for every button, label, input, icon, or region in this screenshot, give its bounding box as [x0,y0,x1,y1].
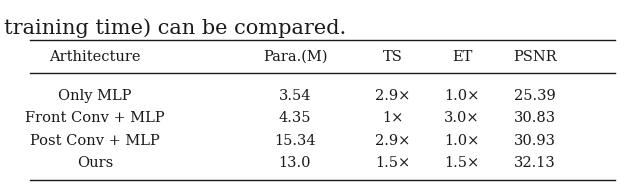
Text: 30.93: 30.93 [514,134,556,148]
Text: Ours: Ours [77,156,113,170]
Text: Only MLP: Only MLP [58,89,132,103]
Text: 3.0×: 3.0× [444,111,480,125]
Text: TS: TS [383,50,403,64]
Text: 4.35: 4.35 [279,111,311,125]
Text: 3.54: 3.54 [279,89,311,103]
Text: 2.9×: 2.9× [375,134,411,148]
Text: 25.39: 25.39 [514,89,556,103]
Text: 1.0×: 1.0× [444,134,480,148]
Text: Arthitecture: Arthitecture [49,50,141,64]
Text: PSNR: PSNR [513,50,557,64]
Text: Front Conv + MLP: Front Conv + MLP [25,111,165,125]
Text: Para.(M): Para.(M) [263,50,327,64]
Text: 13.0: 13.0 [279,156,311,170]
Text: training time) can be compared.: training time) can be compared. [4,18,346,38]
Text: ET: ET [452,50,472,64]
Text: Post Conv + MLP: Post Conv + MLP [30,134,160,148]
Text: 1.5×: 1.5× [444,156,479,170]
Text: 1.0×: 1.0× [444,89,480,103]
Text: 32.13: 32.13 [514,156,556,170]
Text: 1.5×: 1.5× [376,156,411,170]
Text: 15.34: 15.34 [274,134,316,148]
Text: 1×: 1× [382,111,404,125]
Text: 30.83: 30.83 [514,111,556,125]
Text: 2.9×: 2.9× [375,89,411,103]
